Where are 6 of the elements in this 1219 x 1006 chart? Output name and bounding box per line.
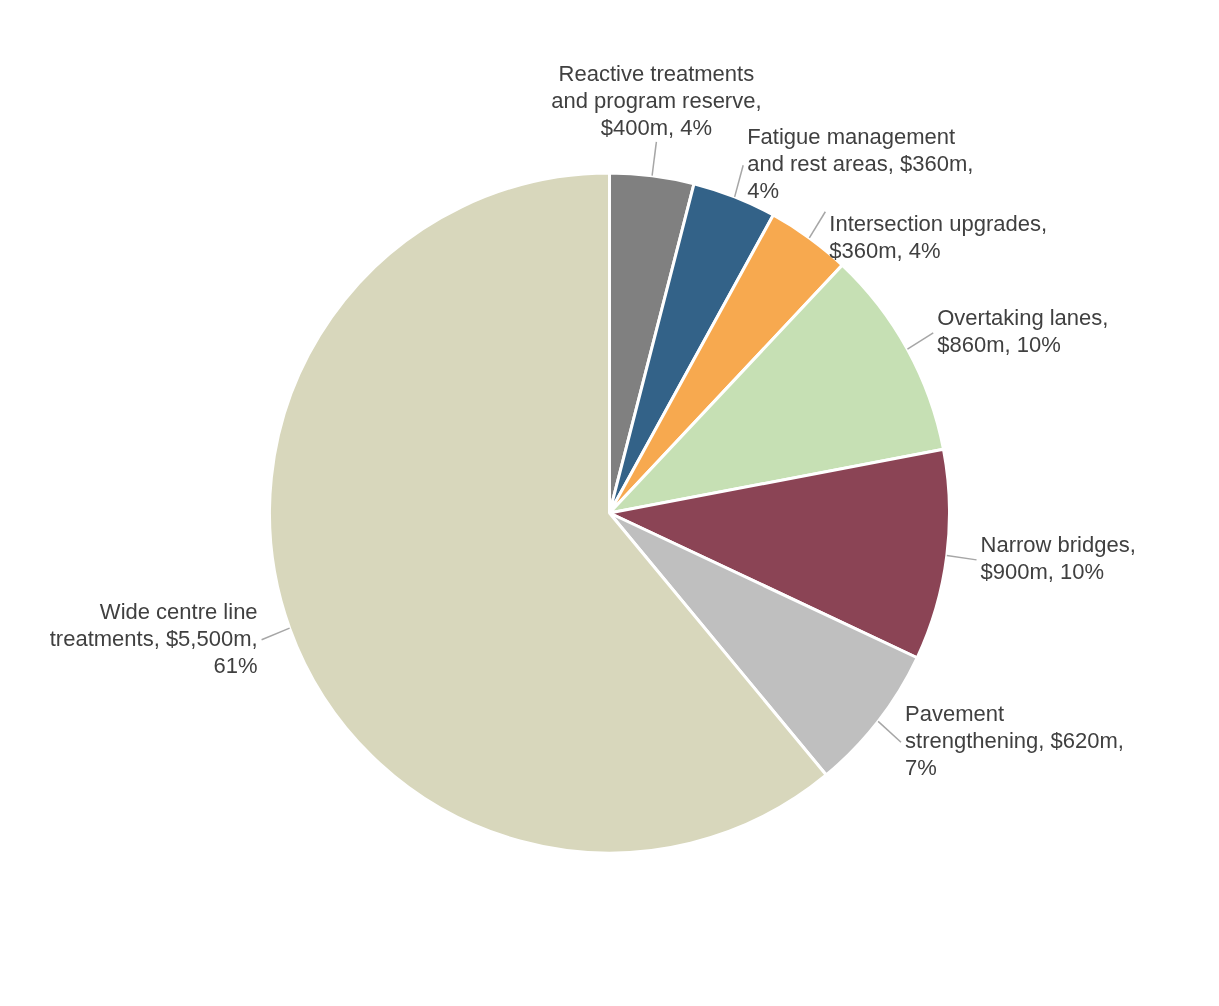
slice-label: Intersection upgrades, $360m, 4% xyxy=(829,211,1048,264)
slice-label: Narrow bridges, $900m, 10% xyxy=(980,532,1136,585)
slice-label: Pavement strengthening, $620m, 7% xyxy=(905,701,1124,781)
slice-label: Wide centre line treatments, $5,500m, 61% xyxy=(49,598,258,678)
slice-label: Fatigue management and rest areas, $360m, 4% xyxy=(747,124,974,204)
slice-label: Overtaking lanes, $860m, 10% xyxy=(937,305,1109,358)
